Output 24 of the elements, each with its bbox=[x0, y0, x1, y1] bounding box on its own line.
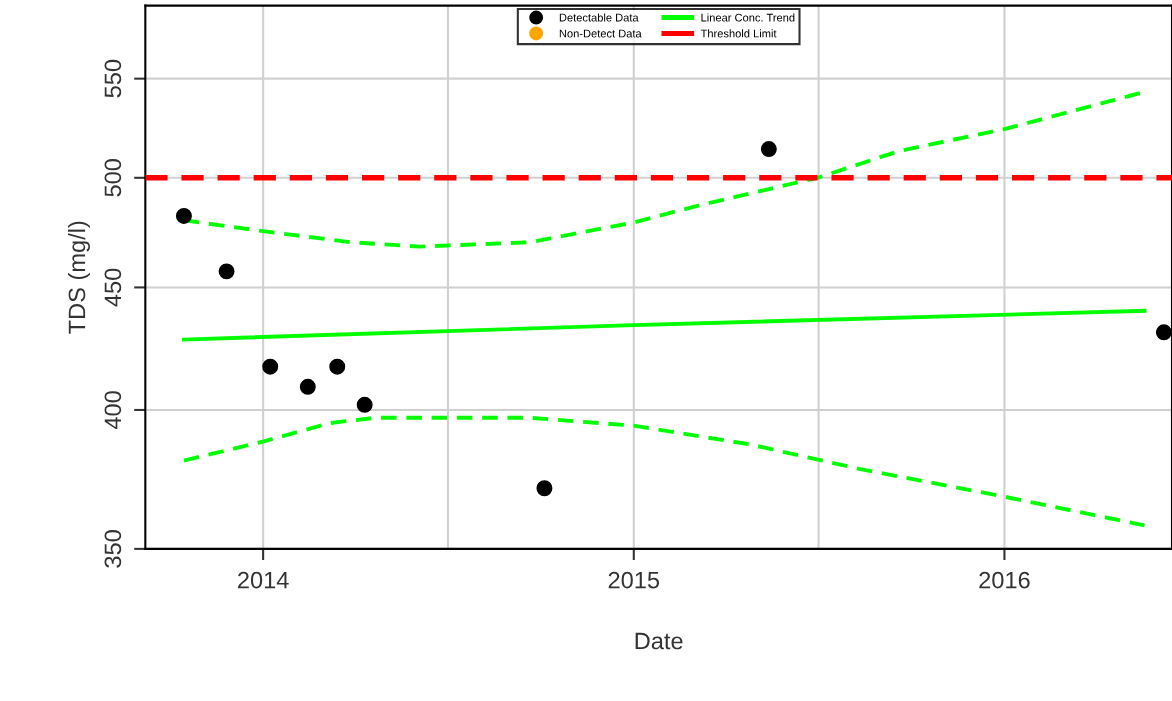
x-tick-label: 2015 bbox=[608, 571, 660, 589]
point bbox=[356, 396, 373, 413]
legend-label: Non-Detect Data bbox=[559, 29, 642, 38]
y-tick-label: 400 bbox=[104, 391, 122, 430]
y-tick-label: 450 bbox=[104, 268, 122, 307]
point bbox=[218, 263, 235, 280]
point bbox=[329, 358, 346, 375]
point bbox=[262, 358, 279, 375]
y-tick-label: 350 bbox=[104, 530, 122, 568]
point bbox=[1155, 324, 1172, 341]
legend-label: Detectable Data bbox=[559, 13, 639, 22]
x-tick-label: 2016 bbox=[979, 571, 1030, 589]
point bbox=[760, 141, 777, 158]
line-series bbox=[181, 415, 1147, 528]
point bbox=[299, 378, 316, 395]
y-axis-title: TDS (mg/l) bbox=[67, 221, 90, 334]
x-tick-label: 2014 bbox=[238, 571, 289, 589]
y-tick-label: 550 bbox=[104, 59, 122, 98]
legend-label: Linear Conc. Trend bbox=[701, 13, 795, 22]
point bbox=[536, 480, 553, 497]
x-axis-title: Date bbox=[635, 632, 683, 650]
point bbox=[175, 207, 192, 224]
y-tick-label: 500 bbox=[104, 159, 122, 197]
legend-label: Threshold Limit bbox=[700, 29, 777, 38]
